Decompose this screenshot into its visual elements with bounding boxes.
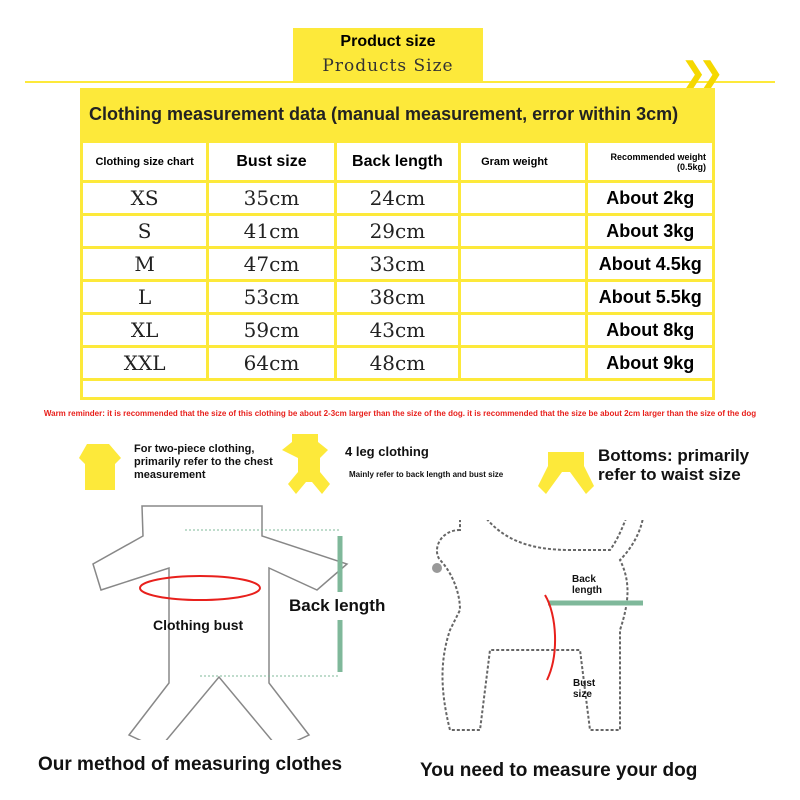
cell-bust: 35cm [206, 180, 337, 216]
four-leg-icon [282, 434, 330, 494]
cell-back: 43cm [333, 312, 462, 348]
four-leg-text: 4 leg clothing [345, 444, 429, 459]
size-table: Clothing size chart Bust size Back lengt… [79, 140, 715, 381]
table-title: Clothing measurement data (manual measur… [80, 88, 715, 140]
cell-bust: 41cm [206, 213, 337, 249]
dog-caption: You need to measure your dog [420, 760, 698, 781]
cell-rec: About 4.5kg [585, 246, 715, 282]
cell-back: 29cm [333, 213, 462, 249]
cell-gram [458, 246, 589, 282]
cell-rec: About 3kg [585, 213, 715, 249]
table-row: XL 59cm 43cm About 8kg [79, 312, 715, 348]
dog-outline-diagram [432, 520, 644, 731]
four-leg-note: Mainly refer to back length and bust siz… [349, 470, 504, 479]
col-back: Back length [333, 140, 462, 183]
cell-gram [458, 213, 589, 249]
header-subtitle: Products Size [322, 56, 454, 76]
cell-bust: 47cm [206, 246, 337, 282]
cell-rec: About 5.5kg [585, 279, 715, 315]
cell-gram [458, 279, 589, 315]
cell-size: XS [79, 180, 210, 216]
col-bust: Bust size [206, 140, 337, 183]
table-row: XXL 64cm 48cm About 9kg [79, 345, 715, 381]
cell-size: S [79, 213, 210, 249]
two-piece-text: For two-piece clothing, primarily refer … [134, 443, 273, 481]
cell-bust: 59cm [206, 312, 337, 348]
cell-rec: About 2kg [585, 180, 715, 216]
clothes-caption: Our method of measuring clothes [38, 754, 343, 775]
cell-bust: 53cm [206, 279, 337, 315]
cell-size: M [79, 246, 210, 282]
double-chevron-icon: ❯❯ [682, 57, 723, 88]
clothes-diagram [92, 505, 349, 740]
clothes-bust-label: Clothing bust [153, 617, 244, 633]
cell-back: 38cm [333, 279, 462, 315]
product-size-header: Product size Products Size [293, 28, 483, 82]
cell-bust: 64cm [206, 345, 337, 381]
dog-back-length-label: Back length [572, 574, 602, 596]
bottoms-text: Bottoms: primarily refer to waist size [598, 446, 750, 484]
bottoms-icon [538, 452, 594, 494]
clothes-back-length-label: Back length [289, 596, 386, 615]
cell-back: 24cm [333, 180, 462, 216]
cell-size: L [79, 279, 210, 315]
cell-gram [458, 345, 589, 381]
table-row: XS 35cm 24cm About 2kg [79, 180, 715, 216]
table-row: S 41cm 29cm About 3kg [79, 213, 715, 249]
col-size: Clothing size chart [79, 140, 210, 183]
cell-back: 48cm [333, 345, 462, 381]
cell-gram [458, 312, 589, 348]
two-piece-icon [79, 444, 121, 490]
cell-back: 33cm [333, 246, 462, 282]
table-row: M 47cm 33cm About 4.5kg [79, 246, 715, 282]
table-row: L 53cm 38cm About 5.5kg [79, 279, 715, 315]
col-rec: Recommended weight (0.5kg) [585, 140, 715, 183]
cell-rec: About 9kg [585, 345, 715, 381]
cell-size: XL [79, 312, 210, 348]
cell-size: XXL [79, 345, 210, 381]
cell-gram [458, 180, 589, 216]
col-gram: Gram weight [458, 140, 589, 183]
dog-bust-label: Bust size [573, 678, 596, 700]
header-title: Product size [340, 33, 436, 50]
table-header-row: Clothing size chart Bust size Back lengt… [79, 140, 715, 183]
warning-text: Warm reminder: it is recommended that th… [43, 409, 757, 418]
cell-rec: About 8kg [585, 312, 715, 348]
divider [25, 81, 775, 83]
